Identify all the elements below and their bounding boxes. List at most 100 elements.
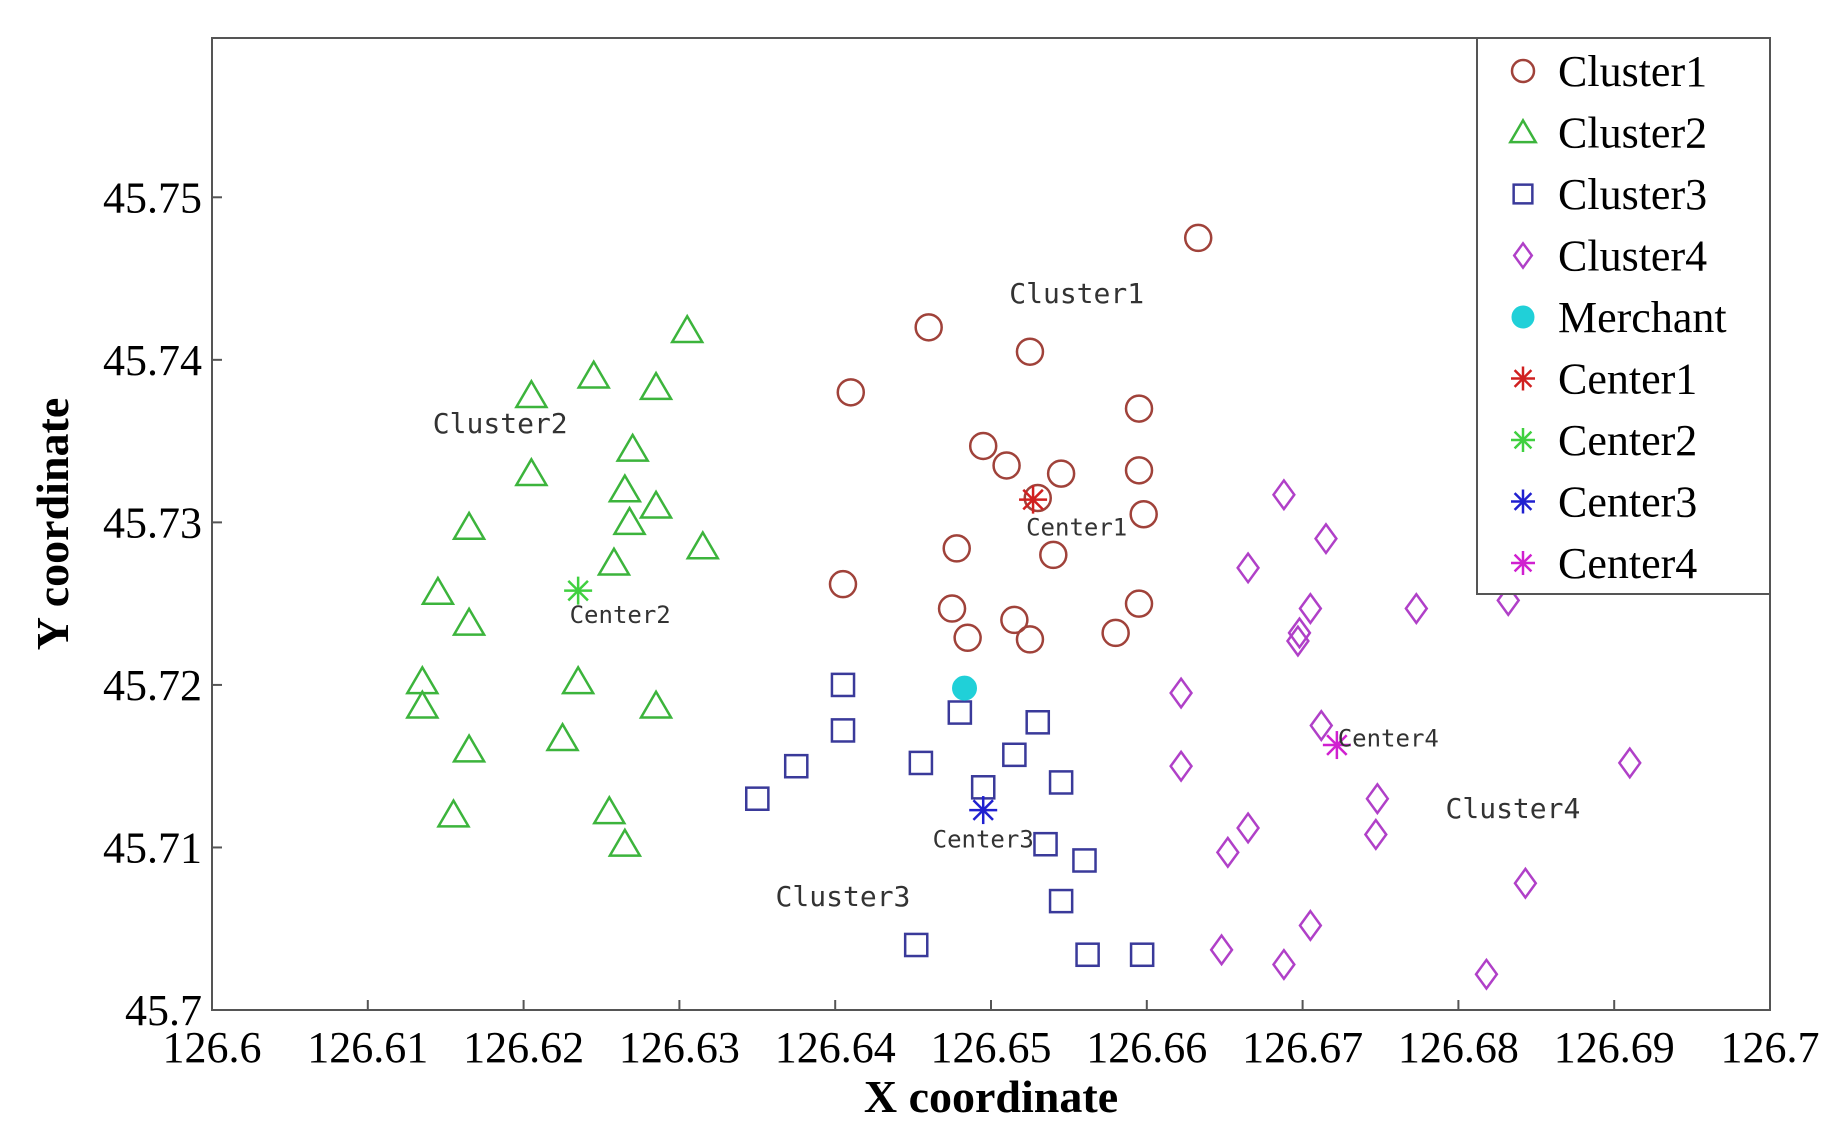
- x-tick-label: 126.61: [307, 1023, 428, 1072]
- cluster2-point: [596, 546, 632, 576]
- cluster1-point: [914, 313, 943, 342]
- legend-label-center1: Center1: [1558, 355, 1697, 404]
- cluster1-point: [1046, 459, 1076, 488]
- y-axis-label: Y coordinate: [27, 398, 78, 651]
- cluster2-point: [545, 721, 580, 752]
- legend-marker-center2: [1511, 428, 1535, 452]
- legend-label-center4: Center4: [1558, 539, 1697, 588]
- cluster3-point: [947, 700, 973, 725]
- center4-point: [1322, 731, 1351, 760]
- cluster2-point: [607, 827, 643, 857]
- cluster1-point: [953, 623, 982, 653]
- x-tick-label: 126.64: [775, 1023, 896, 1072]
- cluster4-point: [1314, 522, 1338, 556]
- cluster1-point: [1124, 394, 1154, 423]
- cluster1-point: [937, 594, 967, 623]
- cluster2-point: [638, 489, 674, 519]
- cluster1-point: [968, 431, 998, 461]
- annotation-center3: Center3: [933, 825, 1034, 853]
- cluster1-point: [1039, 540, 1068, 570]
- legend: Cluster1 Cluster2 Cluster3 Cluster4 Merchant…: [1476, 37, 1771, 595]
- x-tick-label: 126.69: [1554, 1023, 1675, 1072]
- cluster4-point: [1209, 933, 1234, 967]
- cluster2-point: [451, 733, 487, 763]
- legend-marker-center1: [1511, 366, 1535, 391]
- cluster3-point: [908, 750, 934, 776]
- cluster4-point: [1236, 551, 1261, 585]
- cluster4-point: [1287, 616, 1312, 650]
- cluster2-point: [612, 505, 647, 536]
- legend-marker-center3: [1511, 489, 1535, 514]
- cluster2-point: [638, 370, 674, 401]
- legend-marker-center4: [1511, 551, 1535, 575]
- cluster2-point: [685, 529, 720, 560]
- annotation-cluster3: Cluster3: [776, 880, 911, 913]
- cluster4-point: [1363, 818, 1388, 851]
- annotation-cluster2: Cluster2: [433, 407, 568, 440]
- x-tick-label: 126.65: [931, 1023, 1052, 1072]
- cluster2-point: [592, 794, 627, 825]
- cluster3-point: [1002, 742, 1027, 768]
- cluster4-point: [1365, 782, 1390, 816]
- cluster3-point: [903, 932, 929, 958]
- legend-marker-cluster2: [1508, 117, 1538, 144]
- cluster1-point: [836, 378, 866, 407]
- x-tick-label: 126.68: [1398, 1023, 1519, 1072]
- legend-label-cluster2: Cluster2: [1558, 109, 1707, 158]
- legend-label-cluster3: Cluster3: [1558, 170, 1707, 219]
- x-tick-label: 126.7: [1721, 1023, 1820, 1072]
- y-tick-label: 45.7: [125, 986, 202, 1035]
- y-tick-label: 45.75: [103, 173, 202, 222]
- cluster2-point: [405, 689, 440, 719]
- cluster2-point: [451, 606, 487, 636]
- annotation-cluster1: Cluster1: [1009, 277, 1144, 310]
- center3-point: [969, 796, 998, 825]
- cluster2-point: [420, 575, 456, 605]
- cluster4-point: [1617, 746, 1642, 780]
- cluster4-point: [1513, 866, 1538, 900]
- cluster4-point: [1271, 948, 1296, 981]
- cluster3-point: [1075, 942, 1100, 968]
- cluster2-point: [560, 664, 596, 695]
- x-tick-label: 126.62: [463, 1023, 584, 1072]
- legend-marker-cluster1: [1510, 58, 1536, 84]
- cluster1-point: [942, 534, 971, 563]
- cluster3-point: [830, 672, 856, 698]
- cluster2-point: [514, 378, 549, 409]
- x-tick-label: 126.67: [1242, 1023, 1363, 1072]
- x-tick-label: 126.66: [1086, 1023, 1207, 1072]
- cluster4-point: [1169, 676, 1194, 710]
- cluster3-point: [745, 786, 770, 811]
- cluster3-point: [830, 718, 856, 743]
- cluster4-point: [1496, 583, 1521, 617]
- cluster1-point: [1124, 456, 1154, 485]
- cluster3-point: [783, 753, 809, 779]
- cluster1-point: [992, 451, 1021, 480]
- center1-point: [1019, 485, 1048, 514]
- cluster4-point: [1285, 624, 1310, 658]
- cluster3-point: [1048, 888, 1074, 914]
- cluster2-point: [615, 432, 650, 462]
- y-tick-label: 45.73: [103, 498, 202, 547]
- cluster4-point: [1309, 709, 1334, 742]
- merchant-point: [952, 675, 978, 701]
- cluster4-point: [1298, 592, 1323, 625]
- cluster1-point: [1023, 483, 1052, 513]
- legend-label-center2: Center2: [1558, 416, 1697, 465]
- x-tick-label: 126.6: [163, 1023, 262, 1072]
- cluster2-point: [514, 456, 549, 487]
- cluster4-point: [1271, 478, 1296, 512]
- annotation-cluster4: Cluster4: [1446, 792, 1581, 825]
- x-axis-label: X coordinate: [864, 1071, 1118, 1122]
- legend-marker-cluster4: [1512, 241, 1534, 270]
- cluster3-point: [1025, 710, 1051, 735]
- cluster1-point: [1000, 605, 1029, 635]
- cluster4-point: [1236, 811, 1261, 845]
- cluster1-point: [1124, 589, 1154, 618]
- cluster4-point: [1215, 835, 1240, 869]
- y-tick-label: 45.74: [103, 336, 202, 385]
- cluster1-point: [1015, 625, 1045, 654]
- cluster3-point: [1048, 770, 1074, 795]
- y-tick-label: 45.72: [103, 661, 202, 710]
